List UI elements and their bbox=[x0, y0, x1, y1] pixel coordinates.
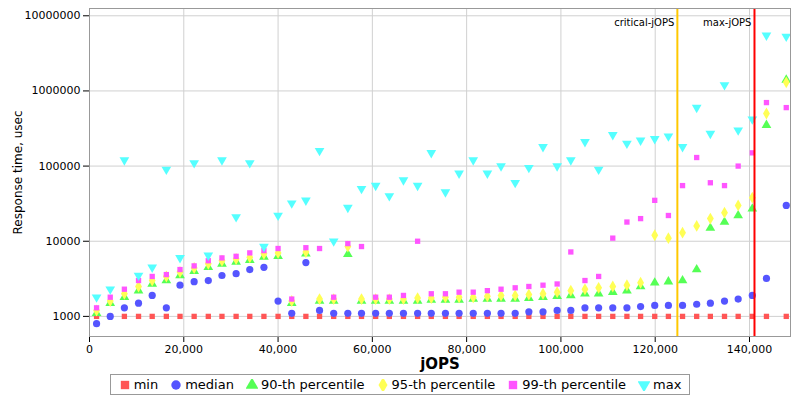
html-text:median: median bbox=[185, 377, 234, 392]
html-text:95-th percentile: 95-th percentile bbox=[391, 377, 496, 392]
svg-text:120,000: 120,000 bbox=[632, 343, 678, 356]
svg-text:1000000: 1000000 bbox=[32, 84, 81, 97]
html-text:90-th percentile: 90-th percentile bbox=[260, 377, 365, 392]
svg-text:critical-jOPS: critical-jOPS bbox=[614, 17, 674, 28]
html-text:max: max bbox=[653, 377, 682, 392]
svg-text:140,000: 140,000 bbox=[727, 343, 773, 356]
svg-text:100,000: 100,000 bbox=[538, 343, 584, 356]
html-text:99-th percentile: 99-th percentile bbox=[522, 377, 626, 392]
svg-text:10000: 10000 bbox=[46, 235, 81, 248]
svg-text:max-jOPS: max-jOPS bbox=[703, 17, 751, 28]
html-text:min: min bbox=[133, 377, 159, 392]
svg-text:40,000: 40,000 bbox=[259, 343, 298, 356]
svg-text:10000000: 10000000 bbox=[25, 9, 81, 22]
svg-text:jOPS: jOPS bbox=[419, 355, 460, 373]
svg-text:Response time, usec: Response time, usec bbox=[11, 110, 25, 234]
svg-text:100000: 100000 bbox=[39, 160, 81, 173]
svg-text:0: 0 bbox=[86, 343, 93, 356]
svg-text:80,000: 80,000 bbox=[447, 343, 486, 357]
svg-text:20,000: 20,000 bbox=[165, 343, 204, 356]
svg-text:60,000: 60,000 bbox=[353, 343, 392, 356]
svg-text:1000: 1000 bbox=[53, 310, 81, 323]
